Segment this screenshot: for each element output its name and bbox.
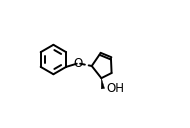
Text: O: O xyxy=(74,57,83,70)
Text: OH: OH xyxy=(107,82,125,95)
Polygon shape xyxy=(101,78,105,89)
